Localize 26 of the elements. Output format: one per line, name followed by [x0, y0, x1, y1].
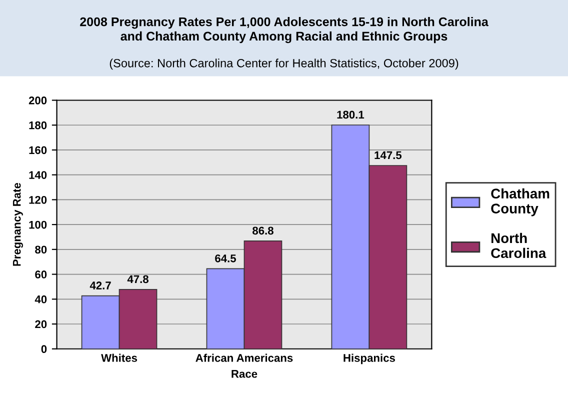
y-tick-label: 20	[35, 320, 47, 328]
chart-subtitle: (Source: North Carolina Center for Health Statistics, October 2009)	[110, 58, 458, 70]
data-label: 64.5	[215, 254, 236, 262]
data-label: 147.5	[374, 151, 402, 160]
y-tick-label: 100	[29, 220, 47, 229]
y-tick-label: 200	[28, 96, 47, 104]
data-label: 42.7	[90, 282, 111, 290]
x-axis-title: Race	[232, 370, 258, 378]
y-tick-label: 80	[35, 246, 47, 254]
y-tick-label: 60	[35, 270, 47, 278]
legend-label: North Carolina	[491, 232, 546, 258]
chart-title: 2008 Pregnancy Rates Per 1,000 Adolescents 15-19 in North Carolina and Chatham County Among Racial and Ethnic Groups	[80, 17, 488, 44]
data-label: 86.8	[252, 226, 274, 235]
y-tick-label: 40	[34, 295, 47, 304]
data-label: 47.8	[127, 275, 148, 284]
legend-label: Chatham County	[491, 188, 550, 216]
y-tick-label: 180	[29, 121, 47, 130]
y-tick-label: 160	[29, 146, 47, 154]
x-tick-label: African Americans	[196, 354, 293, 362]
x-tick-label: Whites	[101, 354, 138, 362]
x-tick-label: Hispanics	[344, 354, 395, 364]
y-axis-title: Pregnancy Rate	[12, 182, 23, 266]
y-tick-label: 0	[41, 345, 47, 354]
data-label: 180.1	[337, 110, 364, 119]
y-tick-label: 140	[29, 171, 47, 179]
y-tick-label: 120	[29, 196, 47, 204]
